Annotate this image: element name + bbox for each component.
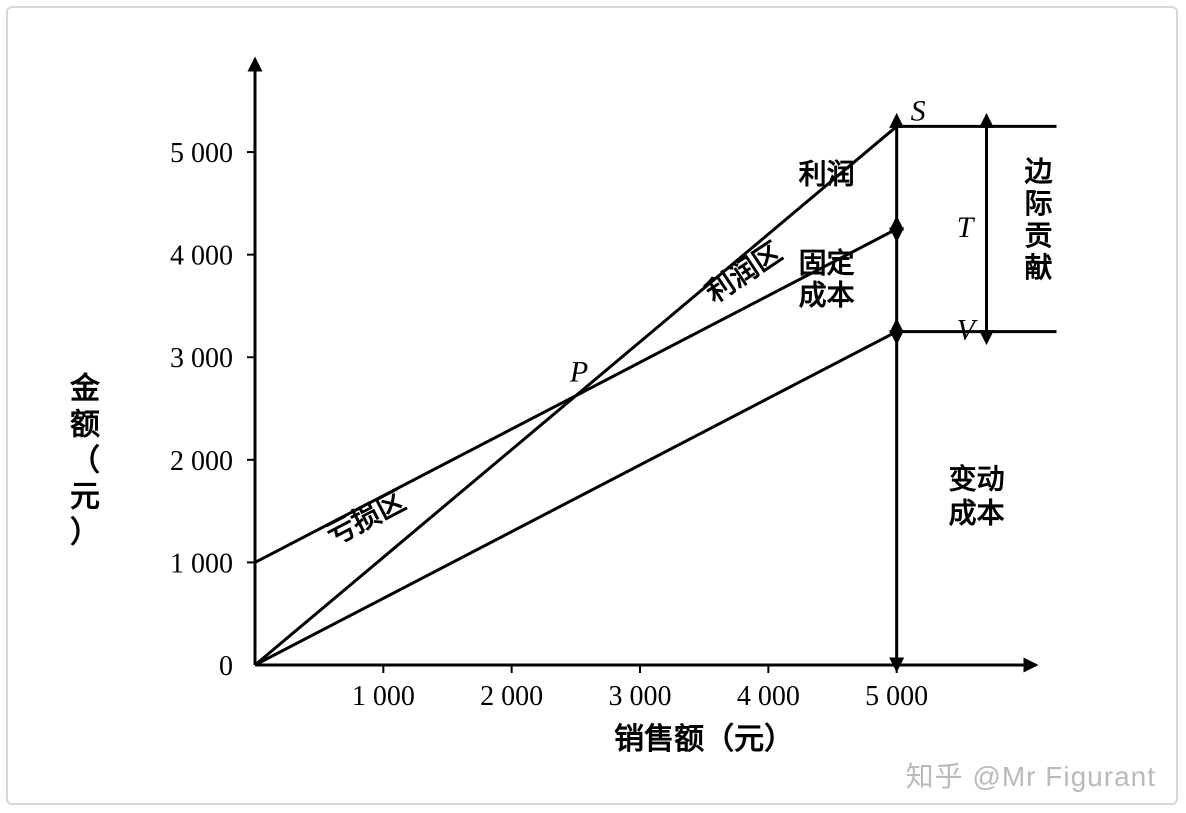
- line-label-S: S: [911, 94, 926, 127]
- x-tick-label: 5 000: [865, 681, 928, 712]
- y-tick-label: 1 000: [170, 548, 233, 579]
- x-tick-label: 4 000: [737, 681, 800, 712]
- label-fixed-cost-2: 成本: [799, 279, 855, 311]
- label-profit: 利润: [799, 158, 855, 191]
- x-tick-label: 3 000: [609, 681, 672, 712]
- label-variable-cost-2: 成本: [949, 497, 1005, 529]
- profit-zone-label: 利润区: [700, 235, 788, 309]
- loss-zone-label: 亏损区: [322, 485, 411, 552]
- y-axis-label: 金额（元）: [69, 371, 101, 549]
- x-tick-label: 2 000: [480, 681, 543, 712]
- x-axis-label: 销售额（元）: [614, 722, 794, 756]
- label-variable-cost-1: 变动: [949, 462, 1005, 495]
- x-tick-label: 1 000: [352, 681, 415, 712]
- y-tick-label: 3 000: [170, 343, 233, 374]
- label-marginal-contribution: 边际贡献: [1025, 156, 1054, 284]
- breakeven-label: P: [569, 356, 588, 389]
- line-label-T: T: [957, 211, 976, 244]
- breakeven-chart: 0 1 000 2 000 3 000 4 000 5 000 1 000 2 000 3 00…: [0, 0, 1186, 813]
- y-tick-label: 2 000: [170, 446, 233, 477]
- y-tick-label: 4 000: [170, 241, 233, 272]
- label-fixed-cost-1: 固定: [799, 246, 855, 279]
- y-tick-label: 5 000: [170, 138, 233, 169]
- y-tick-label: 0: [219, 651, 233, 682]
